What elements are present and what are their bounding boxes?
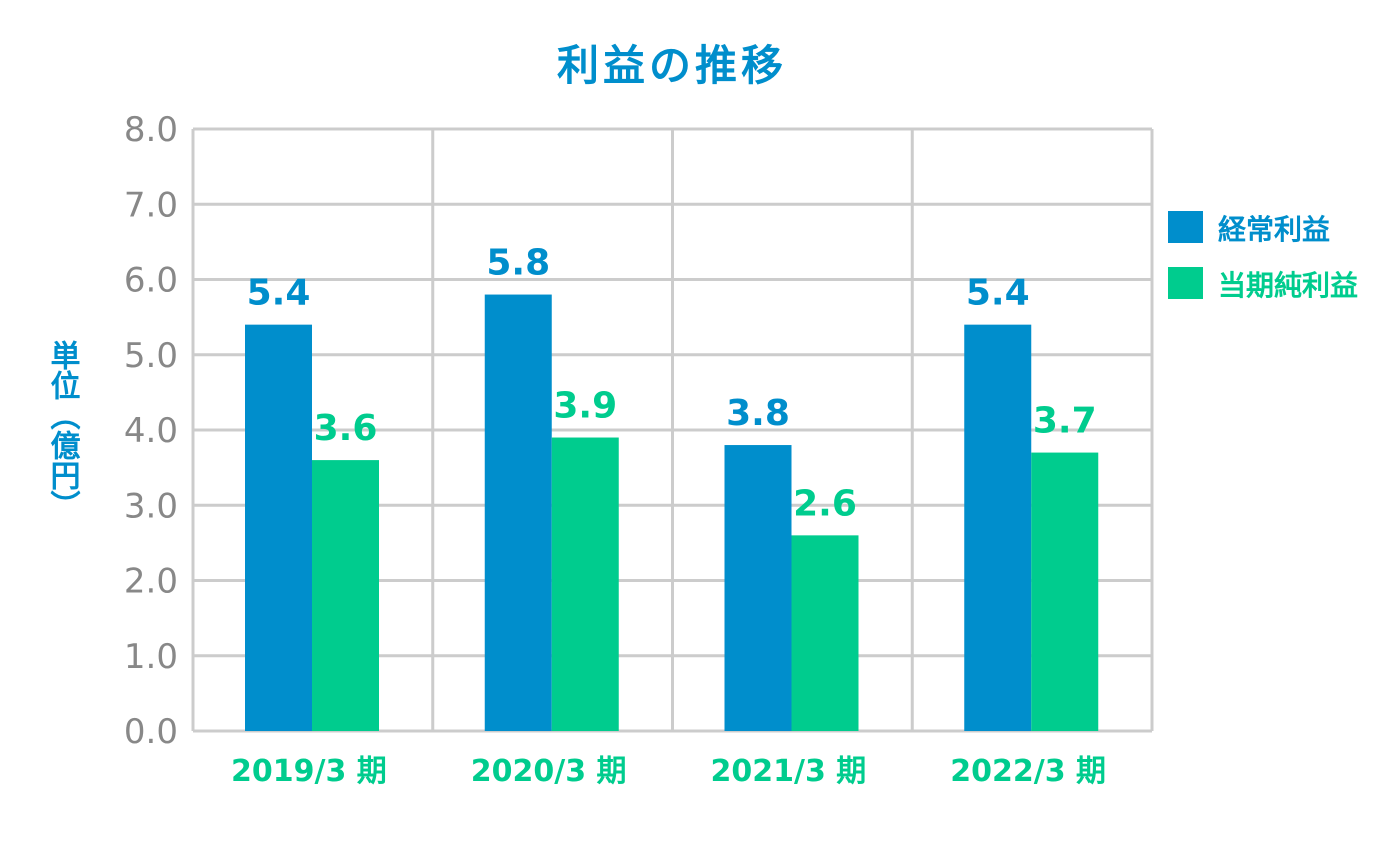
- grid: [191, 127, 1154, 733]
- data-label: 5.8: [486, 243, 550, 284]
- legend-label: 経常利益: [1218, 213, 1330, 246]
- data-label: 5.4: [247, 273, 311, 314]
- bar-ordinary-profit: [724, 445, 792, 731]
- legend-label: 当期純利益: [1218, 269, 1358, 302]
- x-tick-label: 2021/3 期: [710, 754, 866, 789]
- data-label: 5.4: [966, 273, 1030, 314]
- y-tick-label: 3.0: [124, 486, 178, 526]
- bar-net-profit: [791, 535, 859, 731]
- y-tick-label: 4.0: [124, 411, 178, 451]
- y-tick-label: 0.0: [124, 712, 178, 752]
- bar-net-profit: [1031, 452, 1099, 731]
- bars: [245, 294, 1099, 731]
- y-tick-label: 8.0: [124, 110, 178, 150]
- x-axis-ticks: 2019/3 期 2020/3 期 2021/3 期 2022/3 期: [231, 754, 1106, 789]
- chart-title: 利益の推移: [557, 41, 787, 90]
- legend-swatch: [1168, 267, 1203, 299]
- data-label: 3.9: [553, 386, 617, 427]
- x-tick-label: 2019/3 期: [231, 754, 387, 789]
- data-label: 3.6: [314, 408, 378, 449]
- bar-ordinary-profit: [964, 324, 1032, 731]
- bar-net-profit: [551, 437, 619, 731]
- bar-ordinary-profit: [245, 324, 312, 731]
- data-label: 3.7: [1033, 401, 1097, 442]
- y-tick-label: 1.0: [124, 637, 178, 677]
- y-tick-label: 5.0: [124, 336, 178, 376]
- y-tick-label: 2.0: [124, 562, 178, 602]
- x-tick-label: 2022/3 期: [950, 754, 1106, 789]
- data-labels: 5.4 5.8 3.8 5.4 3.6 3.9 2.6 3.7: [247, 243, 1097, 525]
- y-tick-label: 6.0: [124, 261, 178, 301]
- y-tick-label: 7.0: [124, 185, 178, 225]
- x-tick-label: 2020/3 期: [471, 754, 627, 789]
- bar-net-profit: [312, 460, 379, 731]
- legend-swatch: [1168, 211, 1203, 243]
- y-axis-label: 単位（億円）: [45, 340, 81, 520]
- y-axis-ticks: 0.0 1.0 2.0 3.0 4.0 5.0 6.0 7.0 8.0: [124, 110, 178, 752]
- data-label: 3.8: [726, 393, 790, 434]
- data-label: 2.6: [793, 483, 857, 524]
- y-axis-label: 単位（億円）: [45, 340, 81, 520]
- bar-ordinary-profit: [484, 294, 552, 731]
